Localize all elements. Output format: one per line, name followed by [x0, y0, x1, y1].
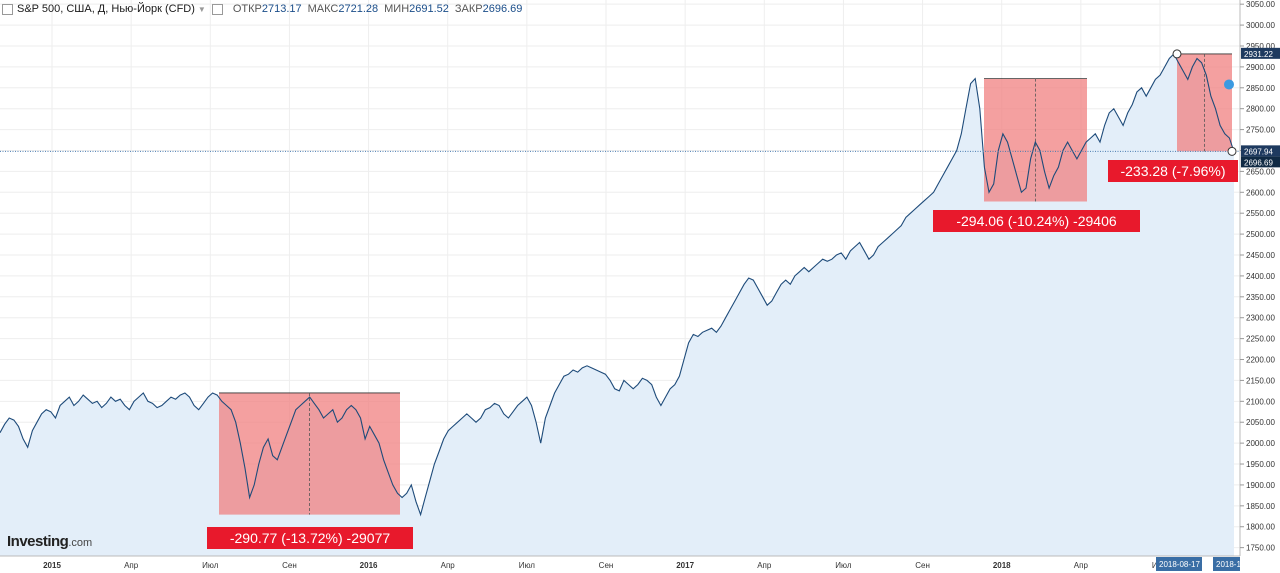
y-tick-label: 2800.00: [1246, 105, 1275, 114]
x-tick-label: Июл: [519, 561, 536, 570]
y-tick-label: 2600.00: [1246, 188, 1275, 197]
x-tick-label: Сен: [915, 561, 930, 570]
x-tick-label: Апр: [1074, 561, 1089, 570]
y-tick-label: 2100.00: [1246, 397, 1275, 406]
chart-header: S&P 500, США, Д, Нью-Йорк (CFD) ▼ ОТКР 2…: [0, 0, 522, 18]
date-badge: [1213, 557, 1240, 571]
y-tick-label: 2550.00: [1246, 209, 1275, 218]
y-tick-label: 2500.00: [1246, 230, 1275, 239]
y-tick-label: 2300.00: [1246, 314, 1275, 323]
close-value: 2696.69: [482, 3, 523, 15]
high-value: 2721.28: [338, 3, 379, 15]
x-tick-label: 2017: [676, 561, 694, 570]
y-tick-label: 2350.00: [1246, 293, 1275, 302]
price-series-line: [0, 52, 1235, 517]
y-tick-label: 2200.00: [1246, 356, 1275, 365]
x-axis-background: [0, 556, 1280, 573]
chevron-down-icon[interactable]: ▼: [197, 4, 206, 14]
x-tick-label: Сен: [599, 561, 614, 570]
y-tick-label: 2750.00: [1246, 126, 1275, 135]
y-tick-label: 2850.00: [1246, 84, 1275, 93]
y-tick-label: 2900.00: [1246, 63, 1275, 72]
logo-main: Investing: [7, 533, 69, 550]
y-tick-label: 2650.00: [1246, 167, 1275, 176]
x-tick-label: Июл: [202, 561, 219, 570]
drawdown-label-bg: [1108, 160, 1238, 182]
x-tick-label: 2018: [993, 561, 1011, 570]
x-tick-label: Июл: [835, 561, 852, 570]
open-label: ОТКР: [232, 3, 262, 15]
y-tick-label: 1900.00: [1246, 481, 1275, 490]
drawdown-label: -233.28 (-7.96%): [1120, 163, 1225, 179]
close-label: ЗАКР: [454, 3, 483, 15]
drawdown-label-bg: [933, 210, 1140, 232]
drawdown-label: -294.06 (-10.24%) -29406: [956, 213, 1117, 229]
y-tick-label: 2000.00: [1246, 439, 1275, 448]
y-tick-label: 1950.00: [1246, 460, 1275, 469]
y-tick-label: 1750.00: [1246, 544, 1275, 553]
y-tick-label: 1850.00: [1246, 502, 1275, 511]
y-tick-label: 2450.00: [1246, 251, 1275, 260]
last-price-badge[interactable]: [1241, 156, 1280, 168]
y-tick-label: 2950.00: [1246, 42, 1275, 51]
x-tick-label: 2015: [43, 561, 61, 570]
open-value: 2713.17: [261, 3, 302, 15]
y-tick-label: 2400.00: [1246, 272, 1275, 281]
symbol-title[interactable]: S&P 500, США, Д, Нью-Йорк (CFD): [17, 3, 195, 15]
event-marker-icon: [1224, 79, 1234, 90]
last-price-badge-label: 2696.69: [1244, 158, 1273, 167]
drawdown-label-bg: [207, 527, 413, 549]
y-tick-label: 3050.00: [1246, 0, 1275, 9]
date-badge-label: 2018-10: [1216, 560, 1246, 569]
low-label: МИН: [384, 3, 410, 15]
hline-price-badge[interactable]: [1241, 145, 1280, 157]
logo-suffix: .com: [68, 537, 93, 549]
handle-circle-icon: [1227, 146, 1237, 156]
investing-logo: Investing.com: [7, 533, 92, 550]
y-axis-background: [1240, 0, 1280, 573]
high-price-badge[interactable]: [1241, 47, 1280, 59]
high-label: МАКС: [307, 3, 339, 15]
hline-price-badge-label: 2697.94: [1244, 147, 1273, 156]
date-badge-label: 2018-08-17: [1159, 560, 1200, 569]
x-tick-label: Апр: [441, 561, 456, 570]
low-value: 2691.52: [409, 3, 449, 15]
y-tick-label: 2150.00: [1246, 376, 1275, 385]
collapse-checkbox[interactable]: [2, 3, 13, 15]
drawdown-label: -290.77 (-13.72%) -29077: [230, 530, 391, 546]
handle-circle-icon: [1172, 49, 1182, 59]
date-badge: [1156, 557, 1202, 571]
x-tick-label: Апр: [757, 561, 772, 570]
chart-markers: [1172, 49, 1237, 156]
y-tick-label: 2250.00: [1246, 335, 1275, 344]
x-tick-label: 2016: [360, 561, 378, 570]
x-tick-label: Сен: [282, 561, 297, 570]
settings-checkbox[interactable]: [211, 3, 223, 15]
drawdown-labels: -290.77 (-13.72%) -29077 -294.06 (-10.24%…: [207, 160, 1238, 549]
y-tick-label: 3000.00: [1246, 21, 1275, 30]
high-price-badge-label: 2931.22: [1244, 50, 1273, 59]
x-axis[interactable]: 2015 Апр Июл Сен 2016 Апр Июл Сен 2017 Апр Июл Сен 2…: [0, 555, 1280, 573]
y-axis[interactable]: 1750.00 1800.00 1850.00 1900.00 1950.00 2000.…: [1239, 0, 1280, 573]
y-tick-label: 1800.00: [1246, 523, 1275, 532]
y-tick-label: 2050.00: [1246, 418, 1275, 427]
x-tick-label: Апр: [124, 561, 139, 570]
